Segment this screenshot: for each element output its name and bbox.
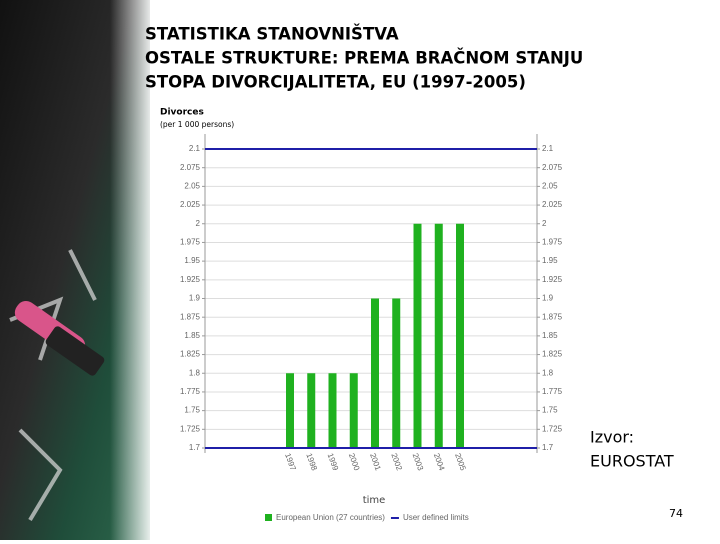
x-tick-label: 2003 [411, 452, 426, 472]
x-tick-label: 1998 [304, 452, 319, 472]
y-tick-label: 1.875 [180, 312, 201, 321]
x-tick-label: 1999 [326, 452, 341, 472]
y-tick-label: 1.725 [180, 424, 201, 433]
y-tick-label: 2.025 [180, 200, 201, 209]
y-tick-label: 1.7 [189, 443, 201, 452]
bar [307, 373, 316, 448]
bar [434, 223, 443, 448]
title-line: STOPA DIVORCIJALITETA, EU (1997-2005) [145, 73, 526, 92]
legend-label: European Union (27 countries) [276, 513, 385, 522]
x-tick-label: 2004 [432, 452, 447, 472]
bar [349, 373, 358, 448]
y-tick-label: 1.75 [184, 406, 200, 415]
y2-tick-label: 1.9 [542, 294, 554, 303]
source: EUROSTAT [590, 452, 674, 471]
y2-tick-label: 1.825 [542, 350, 563, 359]
x-tick-label: 2000 [347, 452, 362, 472]
y-tick-label: 2.1 [189, 144, 201, 153]
y-title: (per 1 000 persons) [160, 120, 234, 129]
page-number: 74 [669, 507, 683, 520]
y-tick-label: 2.05 [184, 181, 200, 190]
bar [286, 373, 294, 448]
y-tick-label: 1.975 [180, 238, 201, 247]
y-tick-label: 1.95 [184, 256, 200, 265]
title-line: STATISTIKA STANOVNIŠTVA [145, 25, 399, 44]
y2-tick-label: 1.725 [542, 424, 563, 433]
y-tick-label: 1.825 [180, 350, 201, 359]
y-tick-label: 1.775 [180, 387, 201, 396]
x-title: time [363, 495, 386, 506]
bar [413, 223, 422, 448]
y2-tick-label: 1.85 [542, 331, 558, 340]
bar [371, 298, 379, 448]
y-tick-label: 1.925 [180, 275, 201, 284]
y2-tick-label: 2.05 [542, 181, 558, 190]
x-tick-label: 2002 [389, 452, 404, 472]
y2-tick-label: 2.025 [542, 200, 563, 209]
y2-tick-label: 1.925 [542, 275, 563, 284]
y2-tick-label: 1.975 [542, 238, 563, 247]
y-title: Divorces [160, 108, 204, 118]
bar [392, 298, 401, 448]
y2-tick-label: 1.95 [542, 256, 558, 265]
x-tick-label: 1997 [283, 452, 298, 472]
y-tick-label: 2 [196, 219, 201, 228]
y2-tick-label: 2 [542, 219, 547, 228]
y2-tick-label: 1.875 [542, 312, 563, 321]
y2-tick-label: 1.7 [542, 443, 554, 452]
y-tick-label: 2.075 [180, 163, 201, 172]
source-label: Izvor: [590, 428, 634, 447]
x-tick-label: 2001 [368, 452, 383, 472]
y2-tick-label: 2.075 [542, 163, 563, 172]
board-fade [110, 0, 155, 540]
y-tick-label: 1.85 [184, 331, 200, 340]
y2-tick-label: 2.1 [542, 144, 554, 153]
y-tick-label: 1.9 [189, 294, 201, 303]
x-tick-label: 2005 [453, 452, 468, 472]
title-line: OSTALE STRUKTURE: PREMA BRAČNOM STANJU [145, 49, 583, 68]
legend-label: User defined limits [403, 513, 469, 522]
y2-tick-label: 1.8 [542, 368, 554, 377]
bar [456, 223, 464, 448]
bar [328, 373, 337, 448]
y-tick-label: 1.8 [189, 368, 201, 377]
y2-tick-label: 1.775 [542, 387, 563, 396]
legend-swatch [265, 514, 272, 521]
eraser [45, 326, 105, 376]
y2-tick-label: 1.75 [542, 406, 558, 415]
